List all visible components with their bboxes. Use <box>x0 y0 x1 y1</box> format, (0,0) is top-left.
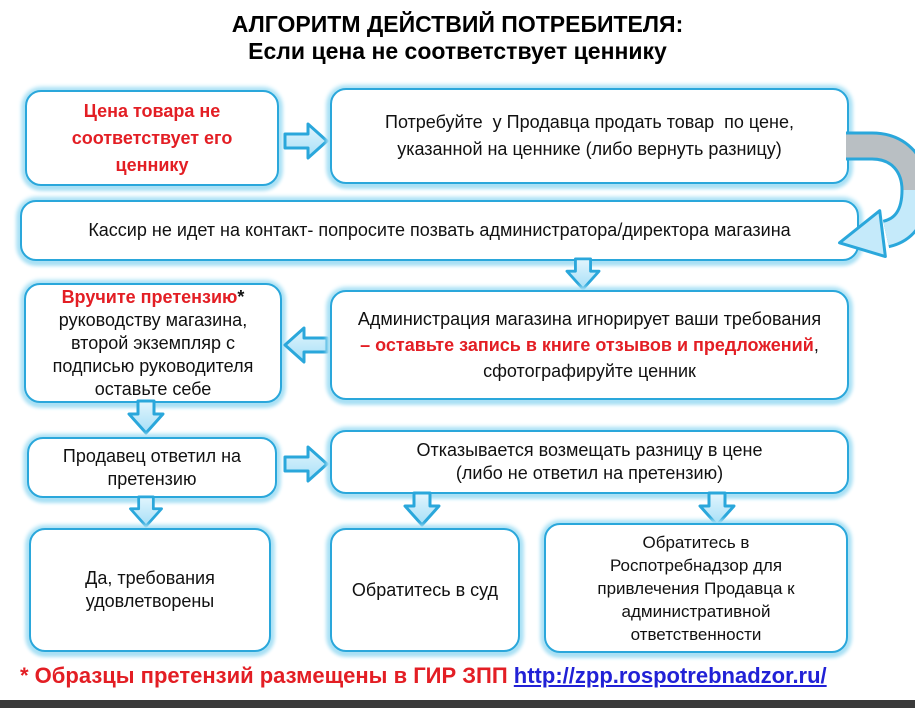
page-title: АЛГОРИТМ ДЕЙСТВИЙ ПОТРЕБИТЕЛЯ: Если цена… <box>0 11 915 65</box>
footer-note: * Образцы претензий размещены в ГИР ЗПП … <box>20 663 910 689</box>
box-demands-satisfied-line: удовлетворены <box>85 591 215 611</box>
arrow-down-icon <box>129 495 163 528</box>
bottom-border-bar <box>0 700 915 708</box>
box-hand-claim-line: подписью руководителя <box>52 355 254 376</box>
box-price-mismatch-line: ценнику <box>115 154 189 175</box>
arrow-right-icon <box>283 445 329 483</box>
title-line-2: Если цена не соответствует ценнику <box>248 38 667 64</box>
box-admin-ignores-line: – оставьте запись в книге отзывов и пред… <box>360 332 819 358</box>
box-hand-claim-line: руководству магазина, <box>58 309 248 330</box>
box-hand-claim-title: Вручите претензию* <box>62 286 245 309</box>
box-refuses-refund: Отказывается возмещать разницу в цене (л… <box>330 430 849 494</box>
box-hand-claim: Вручите претензию* руководству магазина,… <box>24 283 282 403</box>
box-admin-ignores-line: Администрация магазина игнорирует ваши т… <box>357 309 822 329</box>
arrow-down-icon <box>565 257 601 291</box>
title-line-1: АЛГОРИТМ ДЕЙСТВИЙ ПОТРЕБИТЕЛЯ: <box>231 11 684 37</box>
uturn-arrow-icon <box>838 131 915 259</box>
box-seller-responded: Продавец ответил на претензию <box>27 437 277 498</box>
claim-asterisk: * <box>237 286 245 307</box>
box-go-to-court: Обратитесь в суд <box>330 528 520 652</box>
box-price-mismatch: Цена товара не соответствует его ценнику <box>25 90 279 186</box>
box-seller-responded-line: претензию <box>107 468 197 489</box>
box-admin-ignores: Администрация магазина игнорирует ваши т… <box>330 290 849 400</box>
box-price-mismatch-line: соответствует его <box>71 127 233 148</box>
footer-note-text: * Образцы претензий размещены в ГИР ЗПП <box>20 663 514 688</box>
box-seller-responded-line: Продавец ответил на <box>62 445 242 466</box>
box-hand-claim-line: оставьте себе <box>94 378 212 399</box>
claim-title-red: Вручите претензию <box>61 286 238 307</box>
box-demands-satisfied: Да, требования удовлетворены <box>29 528 271 652</box>
box-go-to-court-text: Обратитесь в суд <box>351 579 499 600</box>
box-rospotrebnadzor-line: Обратитесь в <box>642 532 750 552</box>
footer-link[interactable]: http://zpp.rospotrebnadzor.ru/ <box>513 663 827 688</box>
arrow-right-icon <box>283 122 329 160</box>
box-rospotrebnadzor-line: ответственности <box>630 624 762 644</box>
arrow-left-icon <box>283 326 329 364</box>
arrow-down-icon <box>698 491 736 527</box>
box-cashier-no-contact-text: Кассир не идет на контакт- попросите поз… <box>88 220 791 240</box>
box-demand-price-line: Потребуйте у Продавца продать товар по ц… <box>385 112 794 132</box>
box-demand-price-line: указанной на ценнике (либо вернуть разни… <box>397 139 782 159</box>
box-price-mismatch-line: Цена товара не <box>83 100 221 121</box>
box-cashier-no-contact: Кассир не идет на контакт- попросите поз… <box>20 200 859 261</box>
box-rospotrebnadzor-line: привлечения Продавца к <box>597 578 795 598</box>
arrow-down-icon <box>127 399 165 435</box>
admin-line-red: – оставьте запись в книге отзывов и пред… <box>360 335 814 355</box>
box-rospotrebnadzor-line: административной <box>621 601 771 621</box>
box-rospotrebnadzor: Обратитесь в Роспотребнадзор для привлеч… <box>544 523 848 653</box>
admin-line-suffix: , <box>813 335 819 355</box>
box-demands-satisfied-line: Да, требования <box>85 568 215 588</box>
arrow-down-icon <box>403 491 441 527</box>
box-hand-claim-line: второй экземпляр с <box>70 332 235 353</box>
box-admin-ignores-line: сфотографируйте ценник <box>483 361 696 381</box>
box-rospotrebnadzor-line: Роспотребнадзор для <box>609 555 783 575</box>
box-demand-price: Потребуйте у Продавца продать товар по ц… <box>330 88 849 184</box>
box-refuses-refund-line: (либо не ответил на претензию) <box>455 463 724 483</box>
box-refuses-refund-line: Отказывается возмещать разницу в цене <box>416 440 763 460</box>
